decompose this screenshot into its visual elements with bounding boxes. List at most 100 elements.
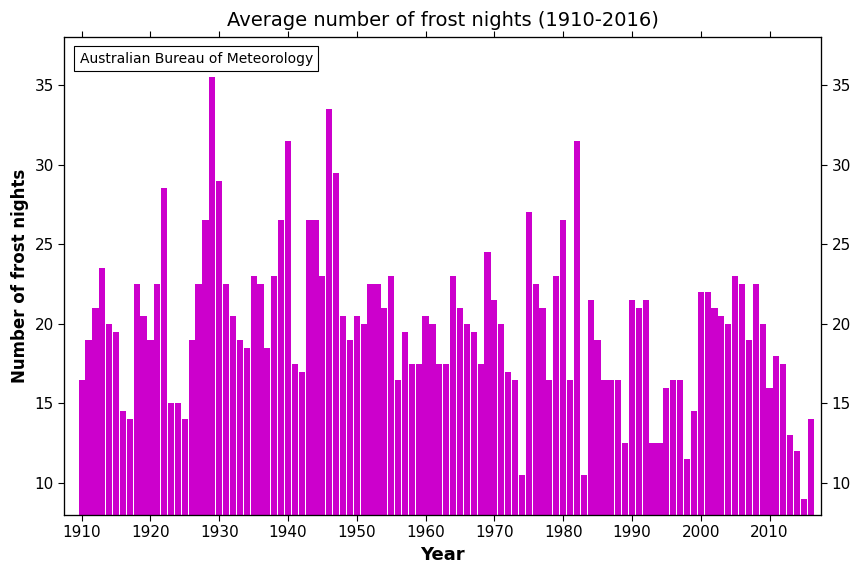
Bar [408,363,414,515]
Bar [629,300,635,515]
Bar [553,276,559,515]
Bar [567,380,573,515]
Bar [237,340,243,515]
Text: Australian Bureau of Meteorology: Australian Bureau of Meteorology [79,52,313,66]
Bar [615,380,621,515]
Bar [251,276,257,515]
Bar [78,380,84,515]
Bar [332,172,339,515]
Bar [244,348,250,515]
Bar [257,284,263,515]
Bar [353,316,360,515]
Bar [491,300,497,515]
Bar [436,363,442,515]
Bar [511,380,517,515]
Bar [710,308,716,515]
Title: Average number of frost nights (1910-2016): Average number of frost nights (1910-201… [226,11,658,30]
Bar [422,316,428,515]
Bar [759,324,765,515]
Bar [223,284,229,515]
Bar [147,340,153,515]
Bar [456,308,462,515]
Bar [381,308,387,515]
Bar [175,404,181,515]
Bar [560,220,566,515]
Bar [312,220,319,515]
Bar [374,284,380,515]
Bar [319,276,325,515]
Bar [580,475,586,515]
Bar [724,324,730,515]
Bar [161,189,167,515]
Bar [683,459,690,515]
Bar [463,324,469,515]
Bar [676,380,683,515]
Bar [477,363,483,515]
Bar [120,412,126,515]
Bar [573,141,579,515]
Bar [285,141,291,515]
Bar [182,419,188,515]
Bar [394,380,400,515]
X-axis label: Year: Year [420,546,465,564]
Bar [202,220,208,515]
Bar [731,276,737,515]
Bar [113,332,119,515]
Bar [662,388,669,515]
Bar [470,332,476,515]
Bar [601,380,607,515]
Bar [765,388,771,515]
Bar [346,340,353,515]
Bar [532,284,538,515]
Bar [415,363,421,515]
Bar [498,324,504,515]
Bar [325,109,332,515]
Bar [587,300,593,515]
Bar [360,324,366,515]
Bar [133,284,139,515]
Bar [525,212,531,515]
Bar [800,499,806,515]
Bar [387,276,393,515]
Bar [738,284,744,515]
Bar [401,332,407,515]
Bar [92,308,98,515]
Bar [752,284,758,515]
Bar [85,340,91,515]
Bar [209,77,215,515]
Bar [635,308,641,515]
Bar [518,475,524,515]
Bar [271,276,277,515]
Bar [745,340,751,515]
Bar [690,412,697,515]
Bar [546,380,552,515]
Bar [449,276,455,515]
Bar [106,324,112,515]
Bar [367,284,373,515]
Bar [292,363,298,515]
Bar [703,292,709,515]
Bar [443,363,449,515]
Bar [264,348,270,515]
Bar [779,363,785,515]
Bar [608,380,614,515]
Bar [230,316,236,515]
Bar [641,300,648,515]
Bar [298,371,305,515]
Bar [786,435,792,515]
Bar [669,380,676,515]
Bar [127,419,133,515]
Bar [99,268,105,515]
Bar [505,371,511,515]
Bar [484,252,490,515]
Bar [697,292,703,515]
Bar [140,316,146,515]
Bar [648,443,655,515]
Bar [717,316,723,515]
Bar [168,404,174,515]
Bar [655,443,662,515]
Bar [195,284,201,515]
Bar [278,220,284,515]
Bar [622,443,628,515]
Bar [807,419,813,515]
